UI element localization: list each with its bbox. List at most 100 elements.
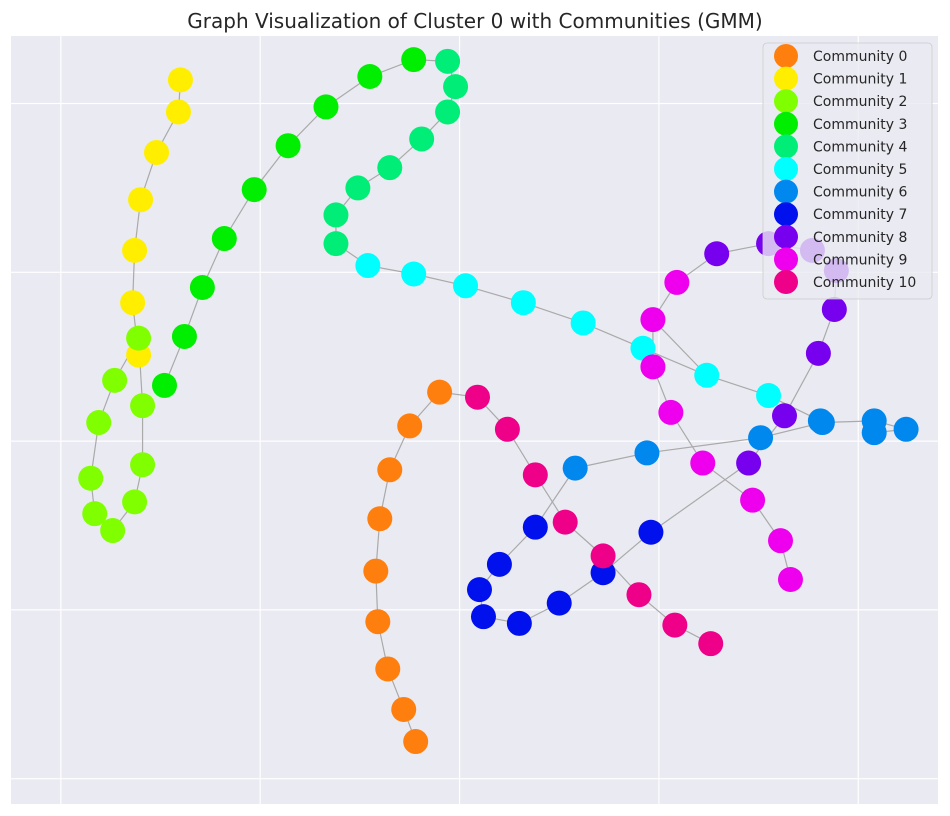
node-community-0 xyxy=(377,457,403,483)
node-community-5 xyxy=(570,310,596,336)
graph-edge xyxy=(646,437,761,454)
node-community-3 xyxy=(171,323,197,349)
node-community-9 xyxy=(664,269,690,295)
node-community-2 xyxy=(82,501,108,527)
node-community-10 xyxy=(494,416,520,442)
node-community-2 xyxy=(130,393,156,419)
node-community-3 xyxy=(313,94,339,120)
node-community-3 xyxy=(152,372,178,398)
node-community-4 xyxy=(409,126,435,152)
legend-label: Community 3 xyxy=(813,117,907,133)
node-community-4 xyxy=(377,155,403,181)
node-community-8 xyxy=(805,340,831,366)
legend-label: Community 10 xyxy=(813,275,916,291)
node-community-1 xyxy=(167,67,193,93)
node-community-0 xyxy=(391,696,417,722)
node-community-7 xyxy=(638,519,664,545)
legend-marker xyxy=(774,89,798,114)
node-community-6 xyxy=(861,420,887,446)
legend-box xyxy=(762,42,933,300)
legend-label: Community 7 xyxy=(813,207,907,223)
node-community-8 xyxy=(736,450,762,476)
legend-label: Community 4 xyxy=(813,139,907,155)
node-community-8 xyxy=(821,296,847,322)
legend-marker xyxy=(774,111,798,136)
node-community-1 xyxy=(120,290,146,316)
node-community-0 xyxy=(397,413,423,439)
node-community-3 xyxy=(275,133,301,159)
node-community-7 xyxy=(506,610,532,636)
node-community-1 xyxy=(128,187,154,213)
legend-marker xyxy=(774,224,798,249)
node-community-1 xyxy=(122,237,148,263)
graph-edge xyxy=(652,319,708,376)
node-community-2 xyxy=(130,452,156,478)
node-community-0 xyxy=(363,558,389,584)
node-community-4 xyxy=(443,74,469,100)
node-community-7 xyxy=(466,577,492,603)
legend-label: Community 2 xyxy=(813,94,907,110)
node-community-3 xyxy=(357,64,383,90)
node-community-3 xyxy=(241,177,267,203)
node-community-6 xyxy=(748,425,774,451)
node-community-4 xyxy=(323,231,349,257)
node-community-0 xyxy=(367,506,393,532)
legend-marker xyxy=(774,44,798,68)
legend-label: Community 8 xyxy=(813,230,907,246)
node-community-2 xyxy=(122,489,148,515)
node-community-2 xyxy=(78,465,104,491)
node-community-3 xyxy=(211,226,237,252)
node-community-7 xyxy=(486,551,512,577)
node-community-8 xyxy=(771,403,797,429)
node-community-2 xyxy=(126,325,152,351)
node-community-0 xyxy=(403,729,429,755)
graph-edge xyxy=(650,462,749,533)
node-community-1 xyxy=(144,139,170,165)
legend-marker xyxy=(774,247,798,272)
legend-marker xyxy=(774,179,798,204)
legend: Community 0 Community 1 Community 2 Communi… xyxy=(762,42,933,300)
node-community-10 xyxy=(464,384,490,410)
node-community-5 xyxy=(401,261,427,287)
node-community-5 xyxy=(453,273,479,299)
legend-label: Community 6 xyxy=(813,185,907,201)
node-community-1 xyxy=(165,99,191,125)
node-community-0 xyxy=(427,379,453,405)
node-community-7 xyxy=(470,604,496,630)
node-community-10 xyxy=(590,543,616,569)
node-community-9 xyxy=(777,567,803,593)
node-community-8 xyxy=(704,241,730,267)
node-community-6 xyxy=(893,416,919,442)
node-community-0 xyxy=(375,656,401,682)
node-community-4 xyxy=(435,99,461,125)
node-community-3 xyxy=(189,274,215,300)
node-community-5 xyxy=(756,383,782,409)
node-community-9 xyxy=(768,528,794,554)
legend-marker xyxy=(774,270,798,294)
node-community-5 xyxy=(694,362,720,388)
node-community-6 xyxy=(562,455,588,481)
chart-title: Graph Visualization of Cluster 0 with Co… xyxy=(187,9,762,33)
node-community-10 xyxy=(698,631,724,657)
node-community-2 xyxy=(86,410,112,436)
node-community-5 xyxy=(510,290,536,316)
node-community-10 xyxy=(552,509,578,535)
legend-marker xyxy=(774,202,798,227)
node-community-10 xyxy=(626,582,652,608)
node-community-9 xyxy=(640,307,666,333)
node-community-7 xyxy=(546,590,572,616)
legend-label: Community 0 xyxy=(813,49,907,65)
node-community-2 xyxy=(100,518,126,544)
node-community-0 xyxy=(365,609,391,635)
node-community-9 xyxy=(740,487,766,513)
node-community-9 xyxy=(640,354,666,380)
node-community-7 xyxy=(522,514,548,540)
legend-marker xyxy=(774,157,798,181)
legend-marker xyxy=(774,134,798,159)
node-community-9 xyxy=(658,399,684,425)
node-community-4 xyxy=(345,175,371,201)
node-community-10 xyxy=(522,462,548,488)
node-community-3 xyxy=(401,47,427,73)
graph-nodes xyxy=(78,47,919,755)
